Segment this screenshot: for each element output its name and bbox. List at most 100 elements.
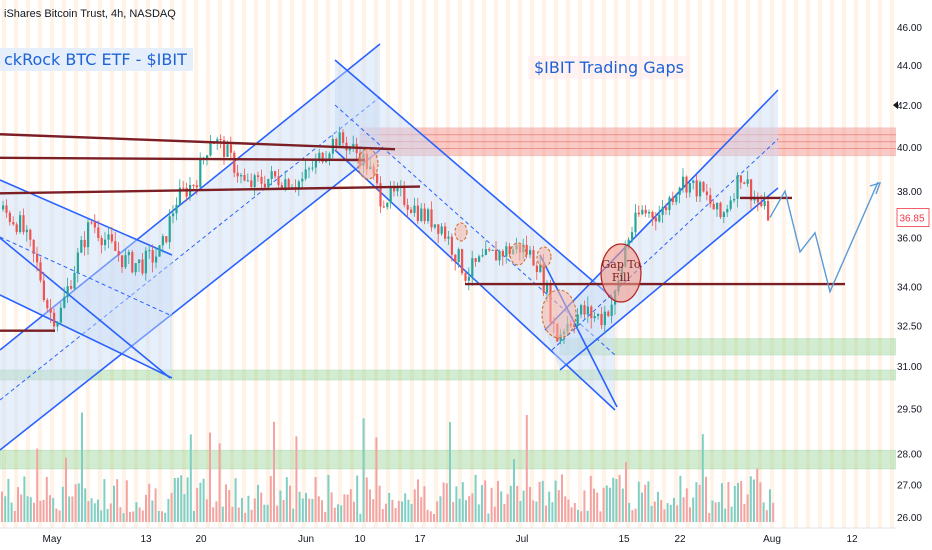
volume-bar [519,500,522,522]
session-stripe [242,0,246,530]
candle-down [257,175,260,177]
volume-bar [164,512,167,522]
session-stripe [782,0,786,530]
candle-up [19,215,22,233]
volume-bar [599,511,602,522]
volume-bar [433,513,435,522]
volume-bar [327,474,330,522]
session-stripe [326,0,330,530]
trading-gaps-label: $IBIT Trading Gaps [528,56,690,79]
channel-midline [551,138,779,351]
candle-up [467,276,470,281]
volume-bar [417,479,419,522]
volume-bar [343,494,346,522]
candle-down [607,311,610,316]
volume-bar [500,491,503,522]
candle-down [229,144,232,153]
candle-down [5,205,8,213]
candle-up [420,208,423,222]
volume-bar [497,480,499,522]
candle-up [498,250,501,261]
volume-bar [177,477,179,522]
time-tick-label: Jun [298,534,314,545]
session-stripe [14,0,18,530]
session-stripe [26,0,30,530]
candle-down [410,209,413,213]
session-stripe [590,0,594,530]
volume-bar [340,505,343,522]
volume-bar [685,488,688,522]
volume-bar [103,479,106,522]
volume-bar [663,509,666,522]
volume-bar [141,510,144,522]
candle-down [393,186,396,192]
volume-bar [397,500,400,522]
gap-to-fill-label: Gap To Fill [602,258,641,284]
volume-bar [612,477,615,522]
volume-bar [714,502,717,522]
volume-bar [349,489,352,522]
session-stripe [746,0,750,530]
channel-fill [0,180,172,378]
session-stripe [482,0,486,530]
candle-down [277,176,280,186]
volume-bar [628,502,631,522]
candle-down [97,227,100,239]
gap-to-fill-line: Fill [612,271,631,284]
volume-bar [506,494,509,522]
candle-up [603,311,606,326]
candle-up [457,249,460,262]
volume-bar [701,434,704,522]
channel-lower-line [559,187,779,371]
price-tick-label: 44.00 [897,61,922,72]
volume-bar [660,499,663,522]
volume-bar [173,478,176,522]
volume-bar [221,506,224,522]
last-price-label: 36.85 [899,213,924,224]
candle-up [155,256,158,263]
volume-bar [647,481,650,522]
volume-bar [199,482,202,522]
volume-bar [234,478,237,522]
candle-down [382,206,385,208]
time-tick-label: 17 [414,534,426,545]
candle-down [654,217,657,222]
session-stripe [350,0,354,530]
volume-bar [55,508,58,522]
candle-down [121,255,124,268]
volume-bar [247,495,250,522]
candle-down [46,300,49,309]
candle-down [280,185,283,189]
volume-bar [362,418,365,522]
volume-bar [100,510,103,522]
candle-up [304,169,307,179]
volume-bar [285,477,288,522]
candle-down [583,305,586,315]
session-stripe [866,0,870,530]
volume-bar [570,507,573,522]
candle-up [733,198,736,201]
candle-up [627,239,630,247]
candle-down [15,224,18,233]
candle-down [243,175,246,181]
volume-bar [525,414,528,522]
session-stripe [890,0,894,530]
candle-down [93,222,96,228]
candle-up [311,167,314,169]
price-tick-label: 26.00 [897,513,922,524]
volume-bar [471,493,474,522]
candle-up [682,176,685,188]
projection-path [769,181,882,294]
resistance-line [0,156,366,162]
volume-bar [634,508,637,522]
session-stripe [98,0,102,530]
volume-bar [138,507,141,522]
candle-up [433,224,436,228]
resistance-line [0,133,396,151]
session-stripe [194,0,198,530]
volume-bar [369,489,371,522]
volume-bar [493,506,496,522]
channel-upper-line [544,89,779,331]
candle-up [634,212,637,233]
